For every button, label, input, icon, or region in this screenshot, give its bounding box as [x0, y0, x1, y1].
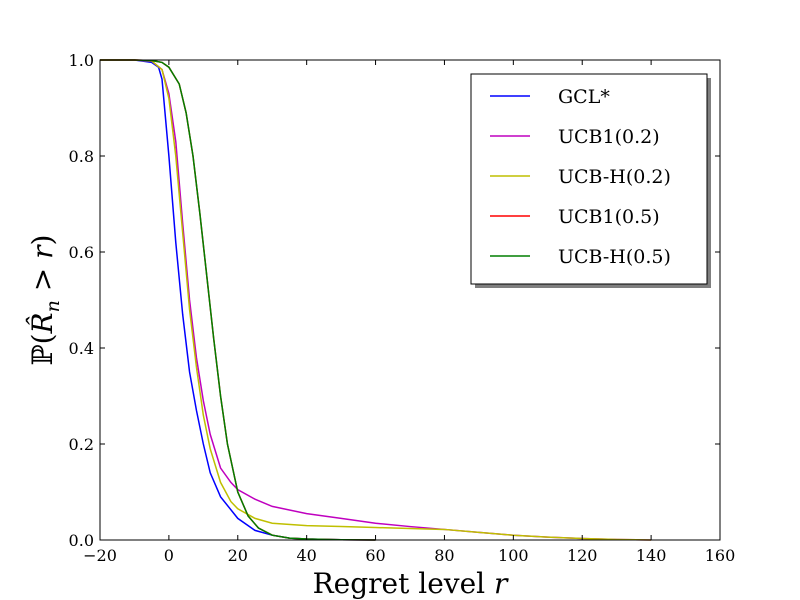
x-tick-label: 140 [636, 546, 667, 565]
plot-area: −20 0 20 40 60 80 100 120 140 160 0.0 0.2 0.4 0.6 0.8 1… [69, 51, 736, 565]
x-tick-label: 80 [434, 546, 454, 565]
series-line-3 [100, 59, 652, 541]
series-line-5 [100, 59, 376, 541]
x-tick-label: −20 [83, 546, 117, 565]
y-tick-label: 0.8 [69, 147, 94, 166]
x-tick-label: 100 [498, 546, 529, 565]
legend-label-5: UCB-H(0.5) [558, 246, 671, 268]
legend-label-4: UCB1(0.5) [558, 206, 660, 228]
legend-label-3: UCB-H(0.2) [558, 166, 671, 188]
series-line-1 [100, 59, 376, 541]
x-tick-label: 0 [164, 546, 174, 565]
axes-frame [99, 59, 721, 541]
y-tick-label: 1.0 [69, 51, 94, 70]
axis-ticks: −20 0 20 40 60 80 100 120 140 160 0.0 0.2 0.4 0.6 0.8 1… [69, 51, 736, 565]
y-tick-label: 0.2 [69, 435, 94, 454]
x-tick-label: 160 [705, 546, 736, 565]
legend: GCL* UCB1(0.2) UCB-H(0.2) UCB1(0.5) UCB-H(0.… [470, 73, 711, 288]
legend-box [470, 73, 708, 285]
series-lines [100, 59, 652, 541]
x-tick-label: 20 [228, 546, 248, 565]
x-axis-title: Regret level r [313, 567, 509, 600]
x-tick-label: 120 [567, 546, 598, 565]
y-tick-label: 0.6 [69, 243, 94, 262]
legend-label-2: UCB1(0.2) [558, 126, 660, 148]
series-line-4 [100, 59, 376, 541]
x-tick-label: 60 [365, 546, 385, 565]
y-tick-label: 0.0 [69, 531, 94, 550]
y-tick-label: 0.4 [69, 339, 94, 358]
y-axis-title: ℙ(R̂n > r) [26, 235, 64, 366]
legend-label-1: GCL* [558, 86, 610, 108]
x-tick-label: 40 [296, 546, 316, 565]
